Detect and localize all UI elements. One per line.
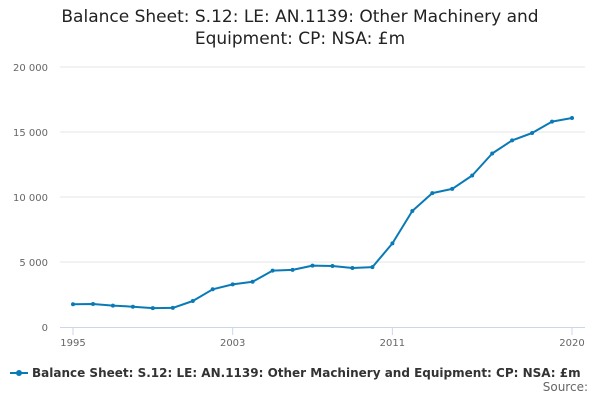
data-point bbox=[150, 306, 155, 311]
data-point bbox=[310, 263, 315, 268]
data-point bbox=[530, 131, 535, 135]
data-point bbox=[370, 265, 375, 270]
series-line bbox=[72, 117, 573, 310]
data-point bbox=[410, 209, 415, 213]
chart-title-line-1: Balance Sheet: S.12: LE: AN.1139: Other … bbox=[61, 7, 539, 27]
data-point bbox=[510, 138, 515, 143]
data-point bbox=[290, 267, 295, 272]
data-point bbox=[570, 116, 574, 120]
y-tick-label: 0 bbox=[42, 323, 48, 334]
source-credits[interactable]: Source: bbox=[542, 380, 588, 394]
legend-swatch-icon bbox=[10, 367, 28, 379]
legend-label: Balance Sheet: S.12: LE: AN.1139: Other … bbox=[32, 366, 581, 380]
data-point bbox=[190, 299, 195, 303]
data-point bbox=[230, 282, 235, 287]
data-point bbox=[71, 302, 75, 307]
legend[interactable]: Balance Sheet: S.12: LE: AN.1139: Other … bbox=[10, 364, 581, 382]
y-tick-label: 10 000 bbox=[13, 193, 48, 204]
data-point bbox=[210, 287, 215, 292]
x-tick-label: 2003 bbox=[220, 338, 245, 349]
data-point bbox=[330, 264, 335, 268]
chart-title: Balance Sheet: S.12: LE: AN.1139: Other … bbox=[0, 6, 600, 50]
series-group bbox=[71, 116, 574, 311]
data-point bbox=[270, 268, 275, 273]
data-point bbox=[430, 191, 435, 196]
data-point bbox=[390, 241, 395, 246]
data-point bbox=[110, 303, 115, 308]
data-point bbox=[350, 266, 355, 270]
y-tick-label: 15 000 bbox=[13, 128, 48, 139]
data-point bbox=[450, 186, 455, 191]
y-tick-label: 20 000 bbox=[13, 63, 48, 74]
gridlines bbox=[60, 66, 585, 263]
y-axis-labels: 0 5 000 10 000 15 000 20 000 bbox=[13, 63, 48, 334]
data-point bbox=[170, 305, 175, 310]
data-point bbox=[91, 302, 95, 306]
data-point bbox=[490, 151, 495, 156]
data-point bbox=[250, 279, 255, 284]
data-point bbox=[470, 173, 475, 178]
x-tick-label: 2011 bbox=[380, 338, 405, 349]
data-point bbox=[550, 119, 554, 124]
x-tick-label: 1995 bbox=[60, 338, 85, 349]
y-tick-label: 5 000 bbox=[19, 258, 48, 269]
chart-title-line-2: Equipment: CP: NSA: £m bbox=[194, 29, 406, 49]
x-tick-label: 2020 bbox=[559, 338, 584, 349]
x-axis: 1995 2003 2011 2020 bbox=[60, 327, 585, 349]
data-point bbox=[130, 304, 135, 309]
